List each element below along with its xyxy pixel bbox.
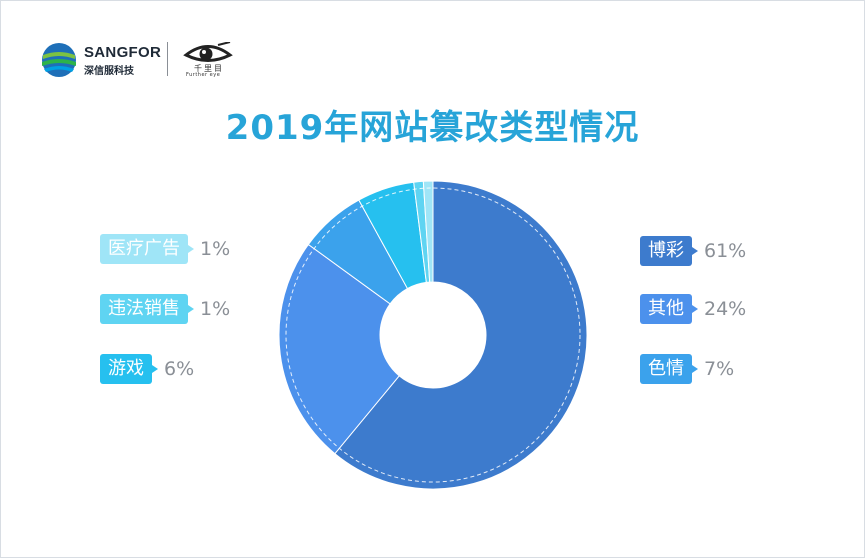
logo-area: SANGFOR 深信服科技 千里目 Further eye: [40, 40, 250, 80]
donut-slice-1: [278, 243, 400, 455]
slice-percentage: 1%: [200, 298, 231, 320]
logo-divider: [167, 42, 168, 76]
sangfor-logo-icon: [42, 43, 76, 77]
slice-percentage: 7%: [704, 358, 735, 380]
legend-item-2: 色情 7%: [640, 354, 734, 384]
eye-logo-subtext: Further eye: [186, 72, 221, 78]
slice-label: 游戏: [100, 354, 158, 384]
slice-percentage: 24%: [704, 298, 747, 320]
donut-slice-0: [334, 180, 588, 490]
legend-item-1: 其他 24%: [640, 294, 746, 324]
legend-item-4: 违法销售 1%: [100, 294, 230, 324]
slice-label: 色情: [640, 354, 698, 384]
donut-dashed-ring: [285, 187, 581, 483]
brand-name: SANGFOR: [84, 44, 162, 61]
slice-percentage: 1%: [200, 238, 231, 260]
legend-item-3: 游戏 6%: [100, 354, 194, 384]
eye-logo-icon: [183, 42, 233, 62]
chart-title: 2019年网站篡改类型情况: [225, 108, 640, 148]
slice-label: 其他: [640, 294, 698, 324]
slice-percentage: 61%: [704, 240, 747, 262]
slice-label: 违法销售: [100, 294, 194, 324]
slice-label: 医疗广告: [100, 234, 194, 264]
slice-percentage: 6%: [164, 358, 195, 380]
donut-slice-5: [422, 180, 434, 283]
slice-label: 博彩: [640, 236, 698, 266]
eye-logo-text: 千里目: [194, 64, 224, 73]
legend-item-5: 医疗广告 1%: [100, 234, 230, 264]
legend-item-0: 博彩 61%: [640, 236, 746, 266]
brand-subtitle: 深信服科技: [84, 66, 134, 77]
